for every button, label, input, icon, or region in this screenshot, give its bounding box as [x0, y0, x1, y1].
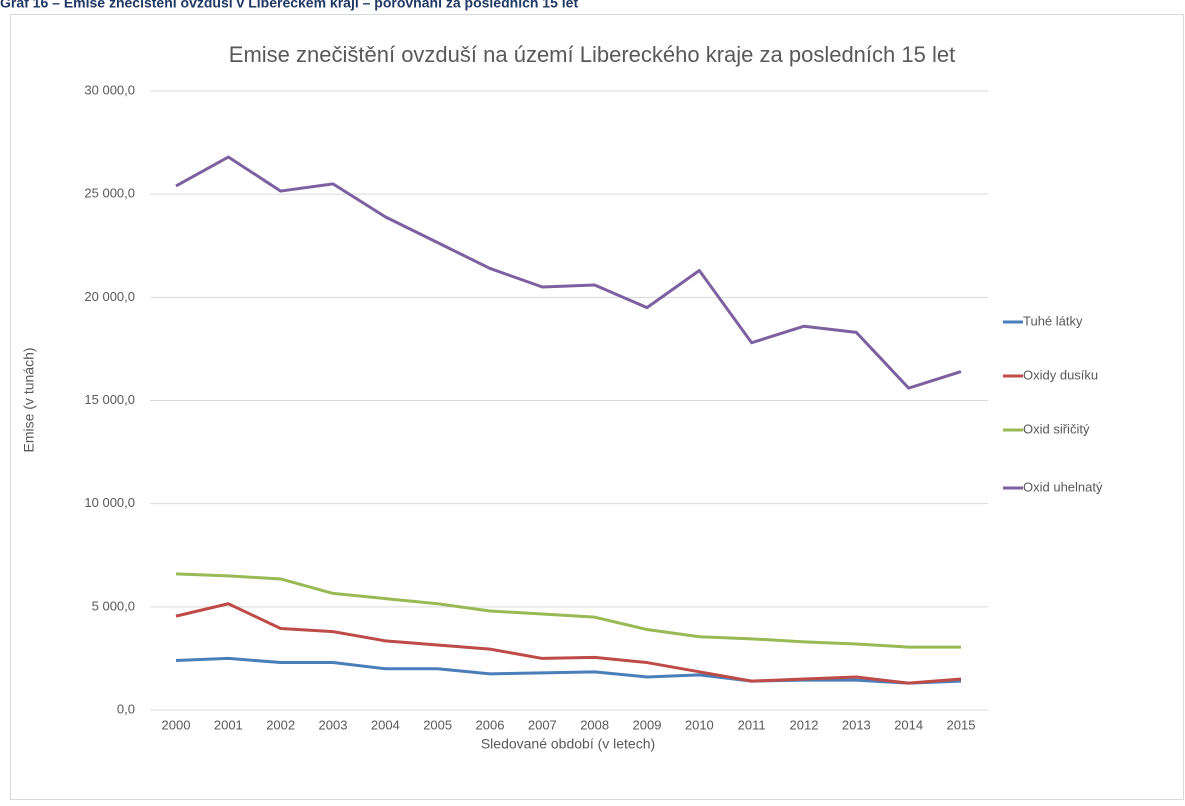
chart-border	[10, 14, 1184, 800]
x-tick-label: 2000	[162, 717, 191, 732]
x-tick-label: 2001	[214, 717, 243, 732]
x-tick-label: 2011	[738, 717, 766, 732]
series-line	[175, 155, 962, 390]
y-tick-label: 15 000,0	[84, 392, 135, 407]
y-tick-label: 5 000,0	[92, 598, 135, 613]
x-tick-label: 2014	[894, 717, 923, 732]
x-tick-label: 2003	[319, 717, 348, 732]
x-tick-label: 2009	[633, 717, 662, 732]
x-tick-label: 2004	[371, 717, 400, 732]
legend-label: Tuhé látky	[1023, 313, 1083, 328]
series-line	[175, 656, 962, 685]
series-line	[175, 602, 962, 685]
legend-label: Oxidy dusíku	[1023, 367, 1098, 382]
series-line	[175, 572, 961, 649]
x-tick-label: 2015	[947, 717, 976, 732]
y-tick-label: 0,0	[117, 701, 135, 716]
x-tick-label: 2010	[685, 717, 714, 732]
legend-label: Oxid siřičitý	[1023, 421, 1090, 436]
x-tick-label: 2007	[528, 717, 557, 732]
caption: Graf 16 – Emise znečištění ovzduší v Lib…	[0, 0, 578, 11]
x-axis-label: Sledované období (v letech)	[481, 736, 655, 752]
x-tick-label: 2012	[790, 717, 819, 732]
x-tick-label: 2013	[842, 717, 871, 732]
legend-label: Oxid uhelnatý	[1023, 479, 1103, 494]
y-tick-label: 20 000,0	[84, 289, 135, 304]
chart-title: Emise znečištění ovzduší na území Libere…	[229, 42, 955, 67]
y-tick-label: 30 000,0	[84, 82, 135, 97]
x-tick-label: 2005	[423, 717, 452, 732]
y-tick-label: 25 000,0	[84, 186, 135, 201]
x-tick-label: 2002	[266, 717, 295, 732]
x-tick-label: 2008	[580, 717, 609, 732]
y-axis-label: Emise (v tunách)	[21, 347, 37, 452]
x-tick-label: 2006	[476, 717, 505, 732]
y-tick-label: 10 000,0	[84, 495, 135, 510]
